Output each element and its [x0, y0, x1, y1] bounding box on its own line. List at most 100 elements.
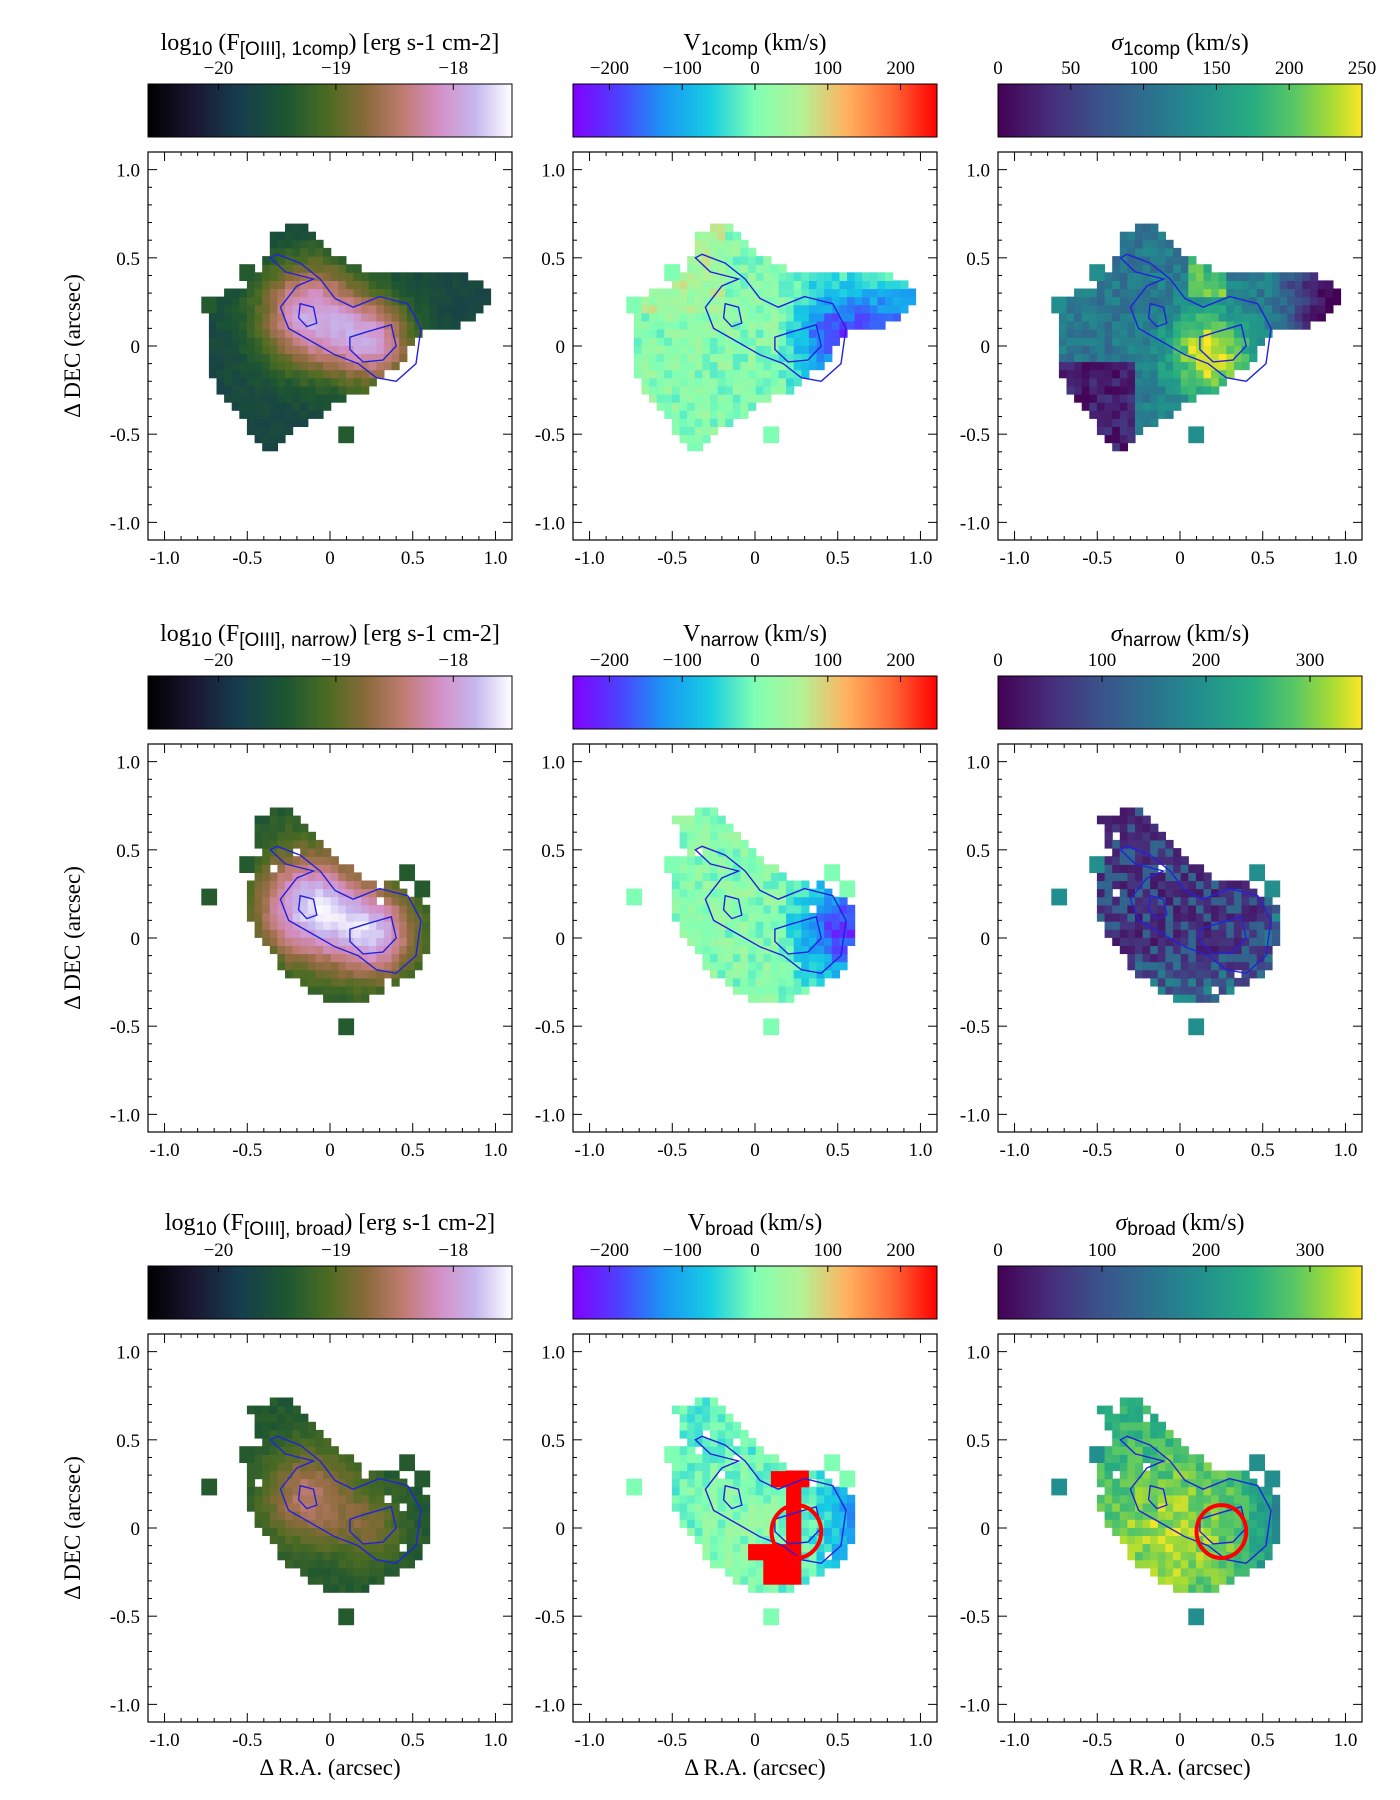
heatmap-pixel [786, 913, 795, 922]
heatmap-pixel [763, 434, 772, 444]
heatmap-pixel [725, 929, 734, 938]
heatmap-pixel [376, 1486, 385, 1496]
heatmap-pixel [475, 296, 484, 306]
heatmap-pixel [664, 272, 673, 281]
heatmap-pixel [1074, 288, 1083, 298]
heatmap-pixel [1188, 1454, 1197, 1463]
heatmap-pixel [254, 394, 263, 403]
heatmap-pixel [664, 296, 673, 306]
heatmap-pixel [330, 1511, 339, 1520]
heatmap-pixel [1233, 296, 1243, 306]
heatmap-pixel [292, 1503, 301, 1512]
heatmap-pixel [1287, 288, 1296, 298]
heatmap-pixel [1135, 1503, 1144, 1512]
heatmap-pixel [285, 272, 294, 281]
heatmap-pixel [285, 329, 294, 338]
heatmap-pixel [368, 913, 377, 922]
heatmap-pixel [323, 337, 332, 346]
heatmap-pixel [778, 888, 787, 898]
heatmap-pixel [763, 921, 772, 930]
heatmap-pixel [292, 247, 301, 257]
heatmap-pixel [262, 345, 271, 354]
heatmap-pixel [778, 921, 787, 930]
heatmap-pixel [292, 1405, 301, 1415]
heatmap-pixel [239, 321, 248, 330]
heatmap-pixel [414, 1470, 423, 1480]
contours [1119, 253, 1272, 383]
heatmap-pixel [763, 913, 772, 922]
heatmap-pixel [277, 361, 286, 371]
heatmap-pixel [1180, 937, 1189, 946]
heatmap-pixel [1256, 1519, 1265, 1528]
heatmap-pixel [383, 896, 393, 906]
heatmap-pixel [345, 296, 355, 306]
y-tick-label: 0 [556, 1519, 566, 1540]
heatmap-pixel [1051, 304, 1060, 314]
heatmap-pixel [702, 434, 711, 444]
heatmap-pixel [1150, 977, 1159, 987]
heatmap-pixel [269, 807, 278, 817]
heatmap-pixel [801, 929, 810, 938]
heatmap-pixel [778, 1567, 787, 1577]
heatmap-pixel [307, 369, 316, 379]
heatmap-pixel [687, 880, 696, 890]
heatmap-pixel [315, 1576, 324, 1585]
heatmap-pixel [1241, 361, 1250, 371]
heatmap-pixel [338, 288, 347, 298]
heatmap-pixel [269, 823, 278, 833]
heatmap-pixel [201, 1486, 210, 1496]
heatmap-pixel [1127, 312, 1136, 322]
heatmap-pixel [1142, 377, 1151, 387]
heatmap-pixel [353, 361, 362, 371]
heatmap-pixel [1233, 1567, 1243, 1577]
colorbar-tick-label: 200 [886, 650, 915, 671]
heatmap-pixel [694, 1527, 703, 1536]
heatmap-pixel [831, 1494, 840, 1504]
heatmap-pixel [406, 272, 415, 281]
heatmap-pixel [307, 1511, 316, 1520]
x-tick-label: -1.0 [150, 1730, 180, 1751]
heatmap-pixel [710, 1413, 719, 1423]
heatmap-pixel [208, 304, 218, 314]
heatmap-pixel [338, 369, 347, 379]
heatmap-pixel [1218, 1543, 1227, 1553]
heatmap-pixel [277, 410, 286, 419]
heatmap-pixel [778, 904, 787, 914]
heatmap-pixel [1287, 280, 1296, 290]
heatmap-pixel [732, 231, 741, 241]
heatmap-pixel [1157, 1421, 1166, 1431]
heatmap-pixel [353, 288, 362, 298]
heatmap-pixel [292, 280, 301, 290]
heatmap-pixel [239, 377, 248, 387]
heatmap-pixel [376, 296, 385, 306]
heatmap-pixel [808, 1470, 818, 1480]
heatmap-pixel [717, 410, 726, 419]
heatmap-pixel [702, 848, 711, 857]
heatmap-pixel [1264, 1470, 1273, 1480]
heatmap-pixel [1264, 272, 1273, 281]
heatmap-pixel [1241, 904, 1250, 914]
heatmap-pixel [353, 1551, 362, 1561]
heatmap-pixel [702, 961, 711, 971]
heatmap-pixel [1157, 848, 1166, 857]
heatmap-pixel [755, 1527, 764, 1536]
heatmap-pixel [763, 321, 772, 330]
heatmap-pixel [740, 337, 749, 346]
heatmap-pixel [269, 937, 278, 946]
heatmap-pixel [732, 1535, 741, 1545]
heatmap-pixel [748, 304, 757, 314]
heatmap-pixel [307, 904, 316, 914]
heatmap-pixel [376, 945, 385, 955]
heatmap-pixel [786, 1519, 795, 1528]
heatmap-pixel [831, 929, 840, 938]
heatmap-pixel [1180, 1584, 1189, 1593]
heatmap-pixel [1180, 1503, 1189, 1512]
heatmap-pixel [717, 856, 726, 865]
heatmap-pixel [740, 977, 749, 987]
heatmap-pixel [770, 321, 780, 330]
heatmap-pixel [452, 321, 461, 330]
heatmap-pixel [801, 1559, 810, 1569]
heatmap-pixel [1195, 361, 1205, 371]
heatmap-pixel [770, 329, 780, 338]
heatmap-pixel [1173, 977, 1182, 987]
